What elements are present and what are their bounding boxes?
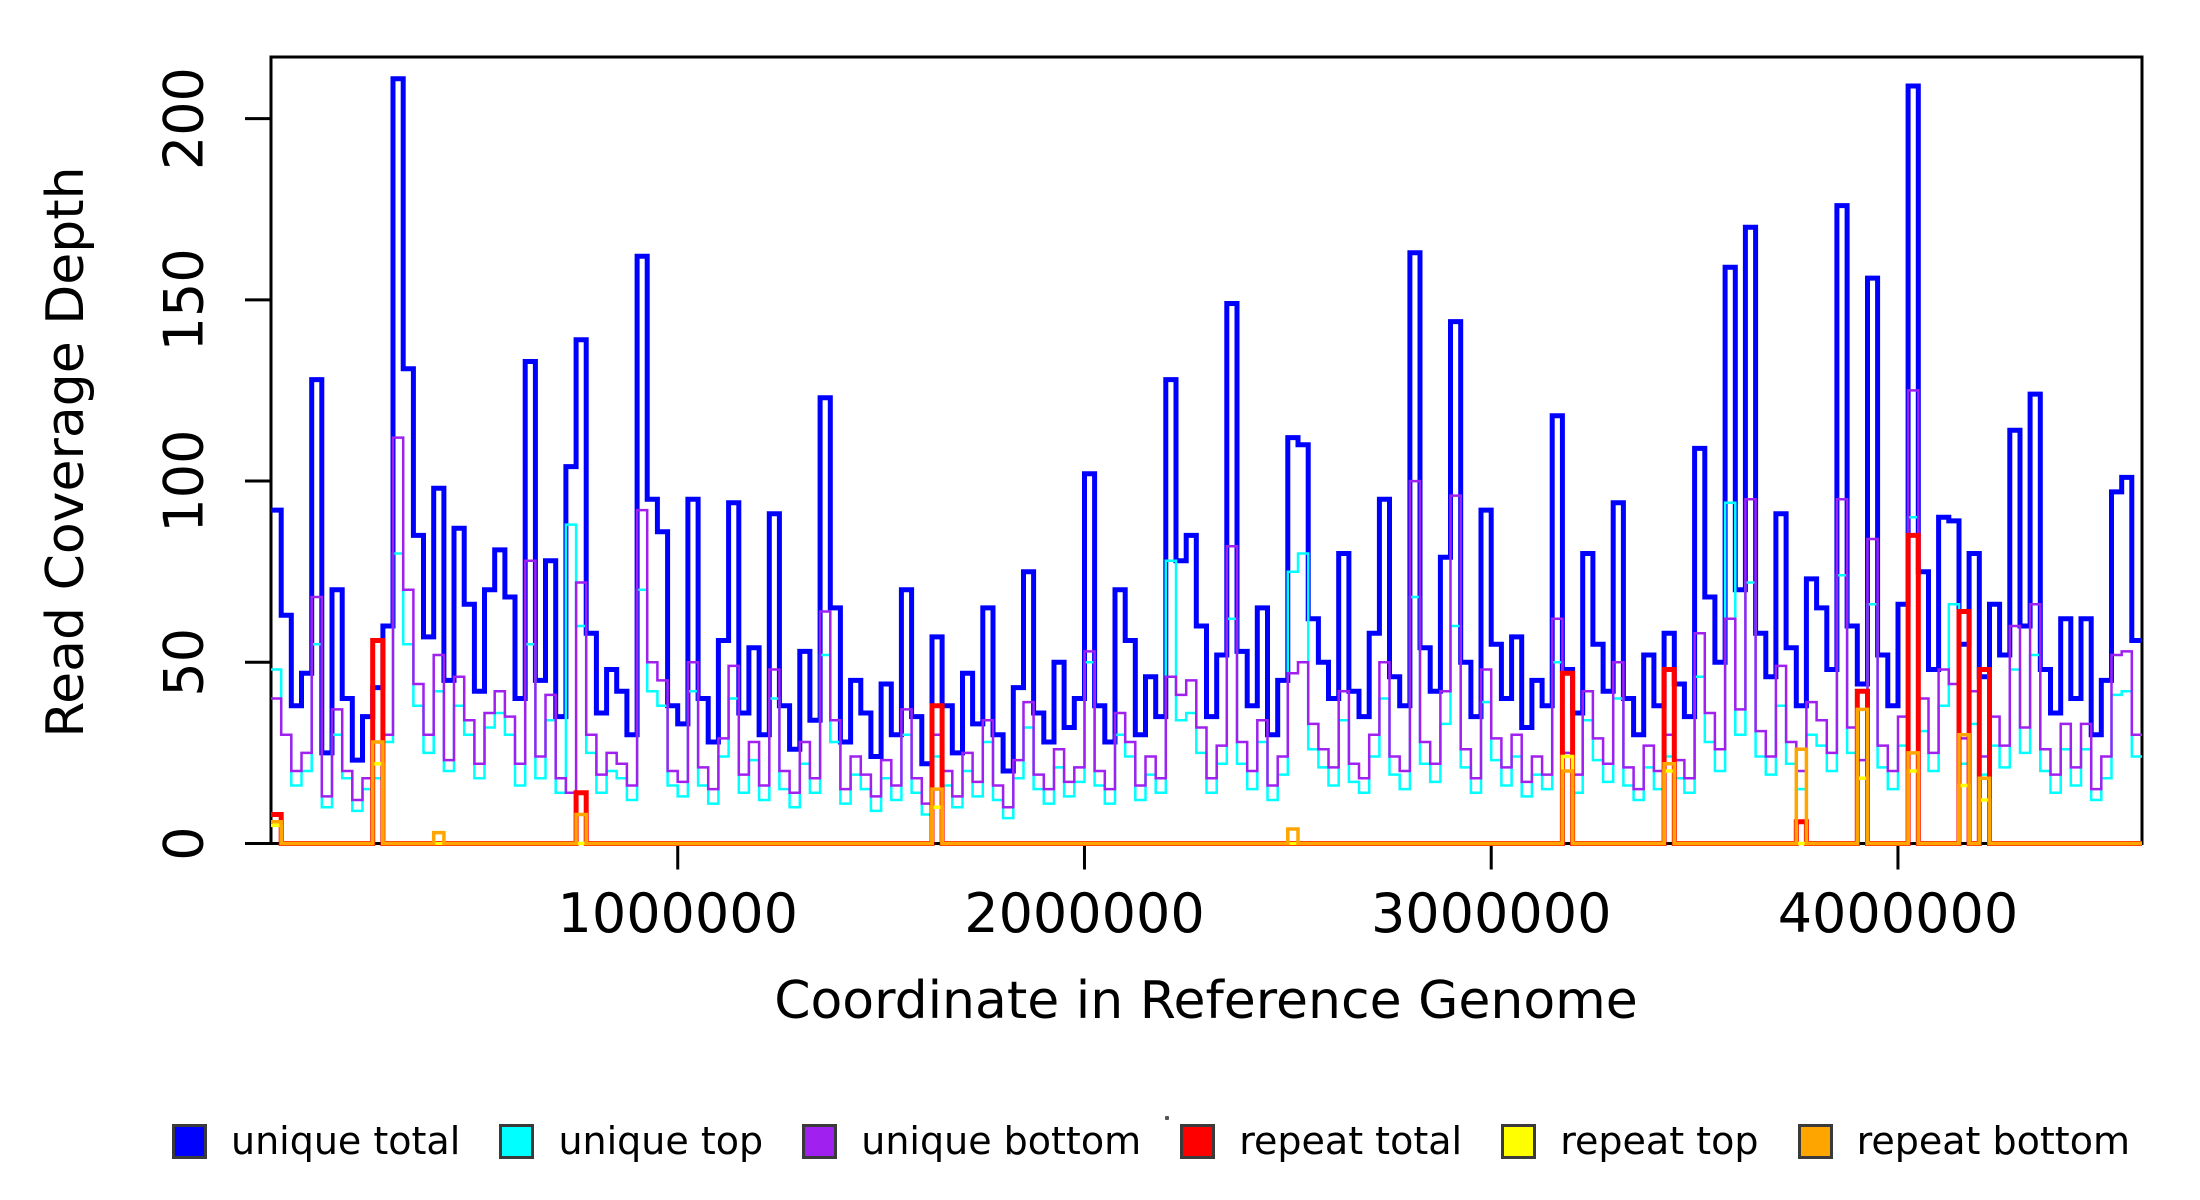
y-tick-label: 0 [153, 826, 216, 860]
y-tick-label: 200 [153, 67, 216, 170]
x-axis-ticks: 1000000 2000000 3000000 4000000 [557, 843, 2019, 945]
x-tick-label: 4000000 [1778, 882, 2019, 945]
legend-label: unique total [231, 1119, 461, 1163]
legend-label: unique top [558, 1119, 764, 1163]
x-tick-label: 1000000 [557, 882, 798, 945]
legend-label: repeat total [1239, 1119, 1463, 1163]
y-tick-label: 100 [153, 430, 216, 533]
series-unique-bottom [271, 389, 2142, 809]
legend-label: unique bottom [861, 1119, 1142, 1163]
stray-mark-dot [1165, 1116, 1169, 1120]
x-tick-label: 3000000 [1371, 882, 1612, 945]
series-unique-total [271, 76, 2142, 774]
repeat-top-swatch-icon [1501, 1123, 1537, 1159]
x-axis-title: Coordinate in Reference Genome [774, 971, 1638, 1031]
legend-label: repeat top [1560, 1119, 1759, 1163]
series-repeat-bottom [271, 707, 2142, 846]
legend-item-unique-top: unique top [499, 1119, 763, 1163]
series-group [271, 76, 2142, 846]
unique-top-swatch-icon [499, 1123, 535, 1159]
y-tick-label: 150 [153, 248, 216, 351]
legend-item-repeat-total: repeat total [1180, 1119, 1462, 1163]
legend-item-repeat-top: repeat top [1501, 1119, 1758, 1163]
y-tick-label: 50 [153, 628, 216, 697]
unique-total-swatch-icon [172, 1123, 207, 1159]
legend-item-repeat-bottom: repeat bottom [1797, 1119, 2130, 1163]
y-axis-ticks: 0 50 100 150 200 [153, 67, 271, 861]
legend-label: repeat bottom [1856, 1119, 2130, 1163]
x-tick-label: 2000000 [964, 882, 1205, 945]
legend-item-unique-total: unique total [172, 1119, 460, 1163]
legend-item-unique-bottom: unique bottom [802, 1119, 1141, 1163]
repeat-total-swatch-icon [1180, 1123, 1216, 1159]
y-axis-title: Read Coverage Depth [36, 166, 96, 737]
legend: unique total unique top unique bottom re… [172, 1118, 2130, 1164]
repeat-bottom-swatch-icon [1797, 1123, 1833, 1159]
unique-bottom-swatch-icon [802, 1123, 838, 1159]
plot-frame [269, 55, 2144, 845]
